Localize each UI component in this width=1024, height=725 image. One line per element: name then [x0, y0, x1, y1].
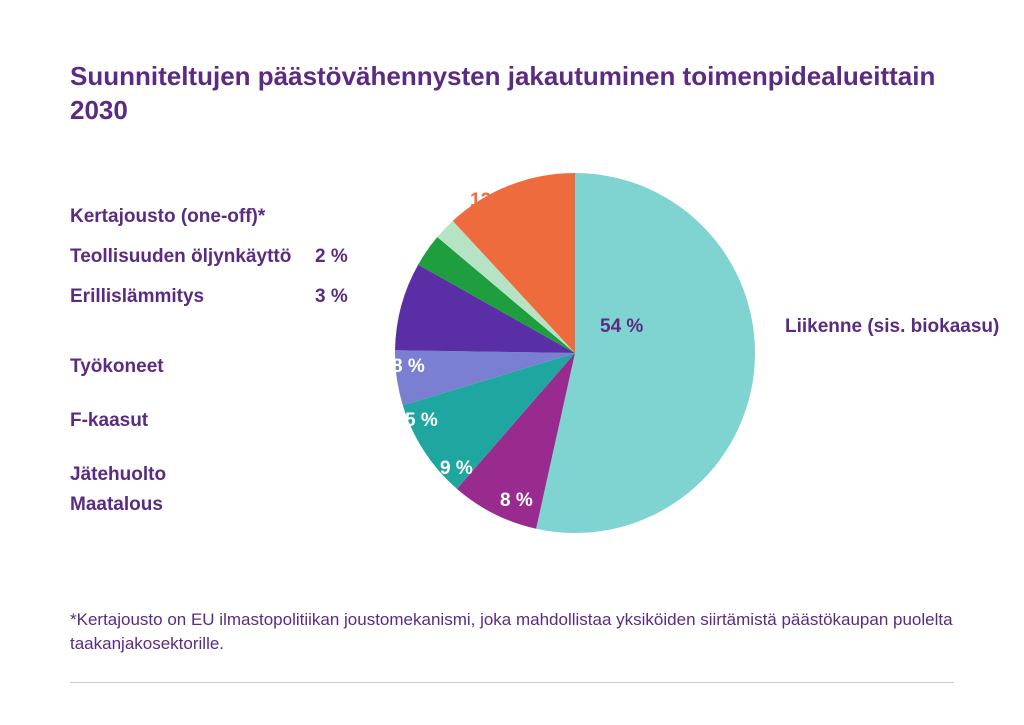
percent-label: 9 % [440, 458, 473, 480]
category-label: Jätehuolto [70, 464, 166, 486]
category-label: Maatalous [70, 494, 163, 516]
percent-label: 3 % [315, 286, 348, 308]
percent-label: 8 % [500, 490, 533, 512]
footnote: *Kertajousto on EU ilmastopolitiikan jou… [70, 608, 954, 657]
category-label: Erillislämmitys [70, 286, 204, 308]
chart-area: Liikenne (sis. biokaasu)54 %Maatalous8 %… [70, 158, 954, 578]
divider [70, 682, 954, 683]
percent-label: 5 % [405, 410, 438, 432]
percent-label: 8 % [392, 356, 425, 378]
category-label: Kertajousto (one-off)* [70, 206, 265, 228]
percent-label: 54 % [600, 316, 643, 338]
chart-title: Suunniteltujen päästövähennysten jakautu… [70, 60, 954, 128]
category-label: Työkoneet [70, 356, 164, 378]
percent-label: 2 % [315, 246, 348, 268]
pie-chart [390, 168, 760, 543]
category-label: Teollisuuden öljynkäyttö [70, 246, 291, 268]
category-label: Liikenne (sis. biokaasu) [785, 316, 999, 338]
category-label: F-kaasut [70, 410, 148, 432]
percent-label: 12 % [470, 190, 513, 212]
